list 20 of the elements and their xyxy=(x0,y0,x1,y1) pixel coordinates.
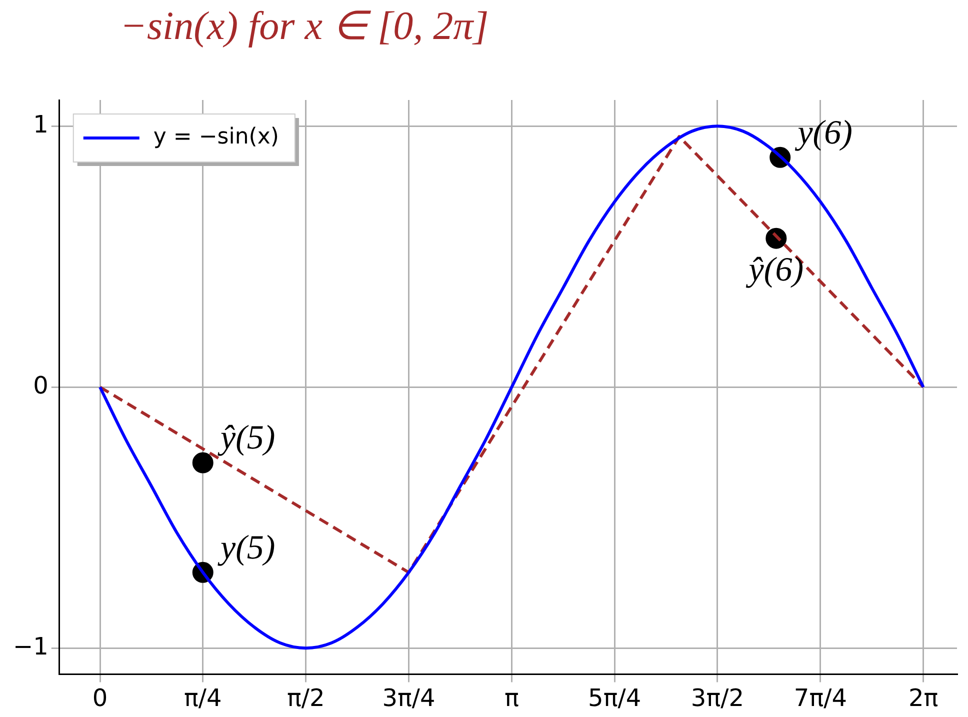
annotation: ŷ(5) xyxy=(217,420,276,457)
x-tick-label: 0 xyxy=(92,684,108,712)
x-tick-label: π xyxy=(504,684,519,712)
annotation: ŷ(6) xyxy=(746,251,804,288)
x-tick-label: 7π/4 xyxy=(794,684,847,712)
x-tick-label: 3π/2 xyxy=(690,684,744,712)
point xyxy=(766,228,787,249)
y-tick-label: 0 xyxy=(33,371,48,400)
x-tick-label: π/2 xyxy=(286,684,325,712)
legend-label: y = −sin(x) xyxy=(153,124,279,150)
x-tick-label: π/4 xyxy=(184,684,222,712)
annotation: y(5) xyxy=(217,529,276,566)
x-tick-label: 3π/4 xyxy=(382,684,436,712)
annotation: y(6) xyxy=(794,114,852,152)
y-tick-label: 1 xyxy=(33,110,48,138)
x-tick-label: 5π/4 xyxy=(588,684,642,712)
point xyxy=(192,452,214,474)
chart-title: −sin(x) for x ∈ [0, 2π] xyxy=(120,2,489,49)
x-tick-label: 2π xyxy=(908,684,938,712)
y-tick-label: −1 xyxy=(12,632,48,660)
